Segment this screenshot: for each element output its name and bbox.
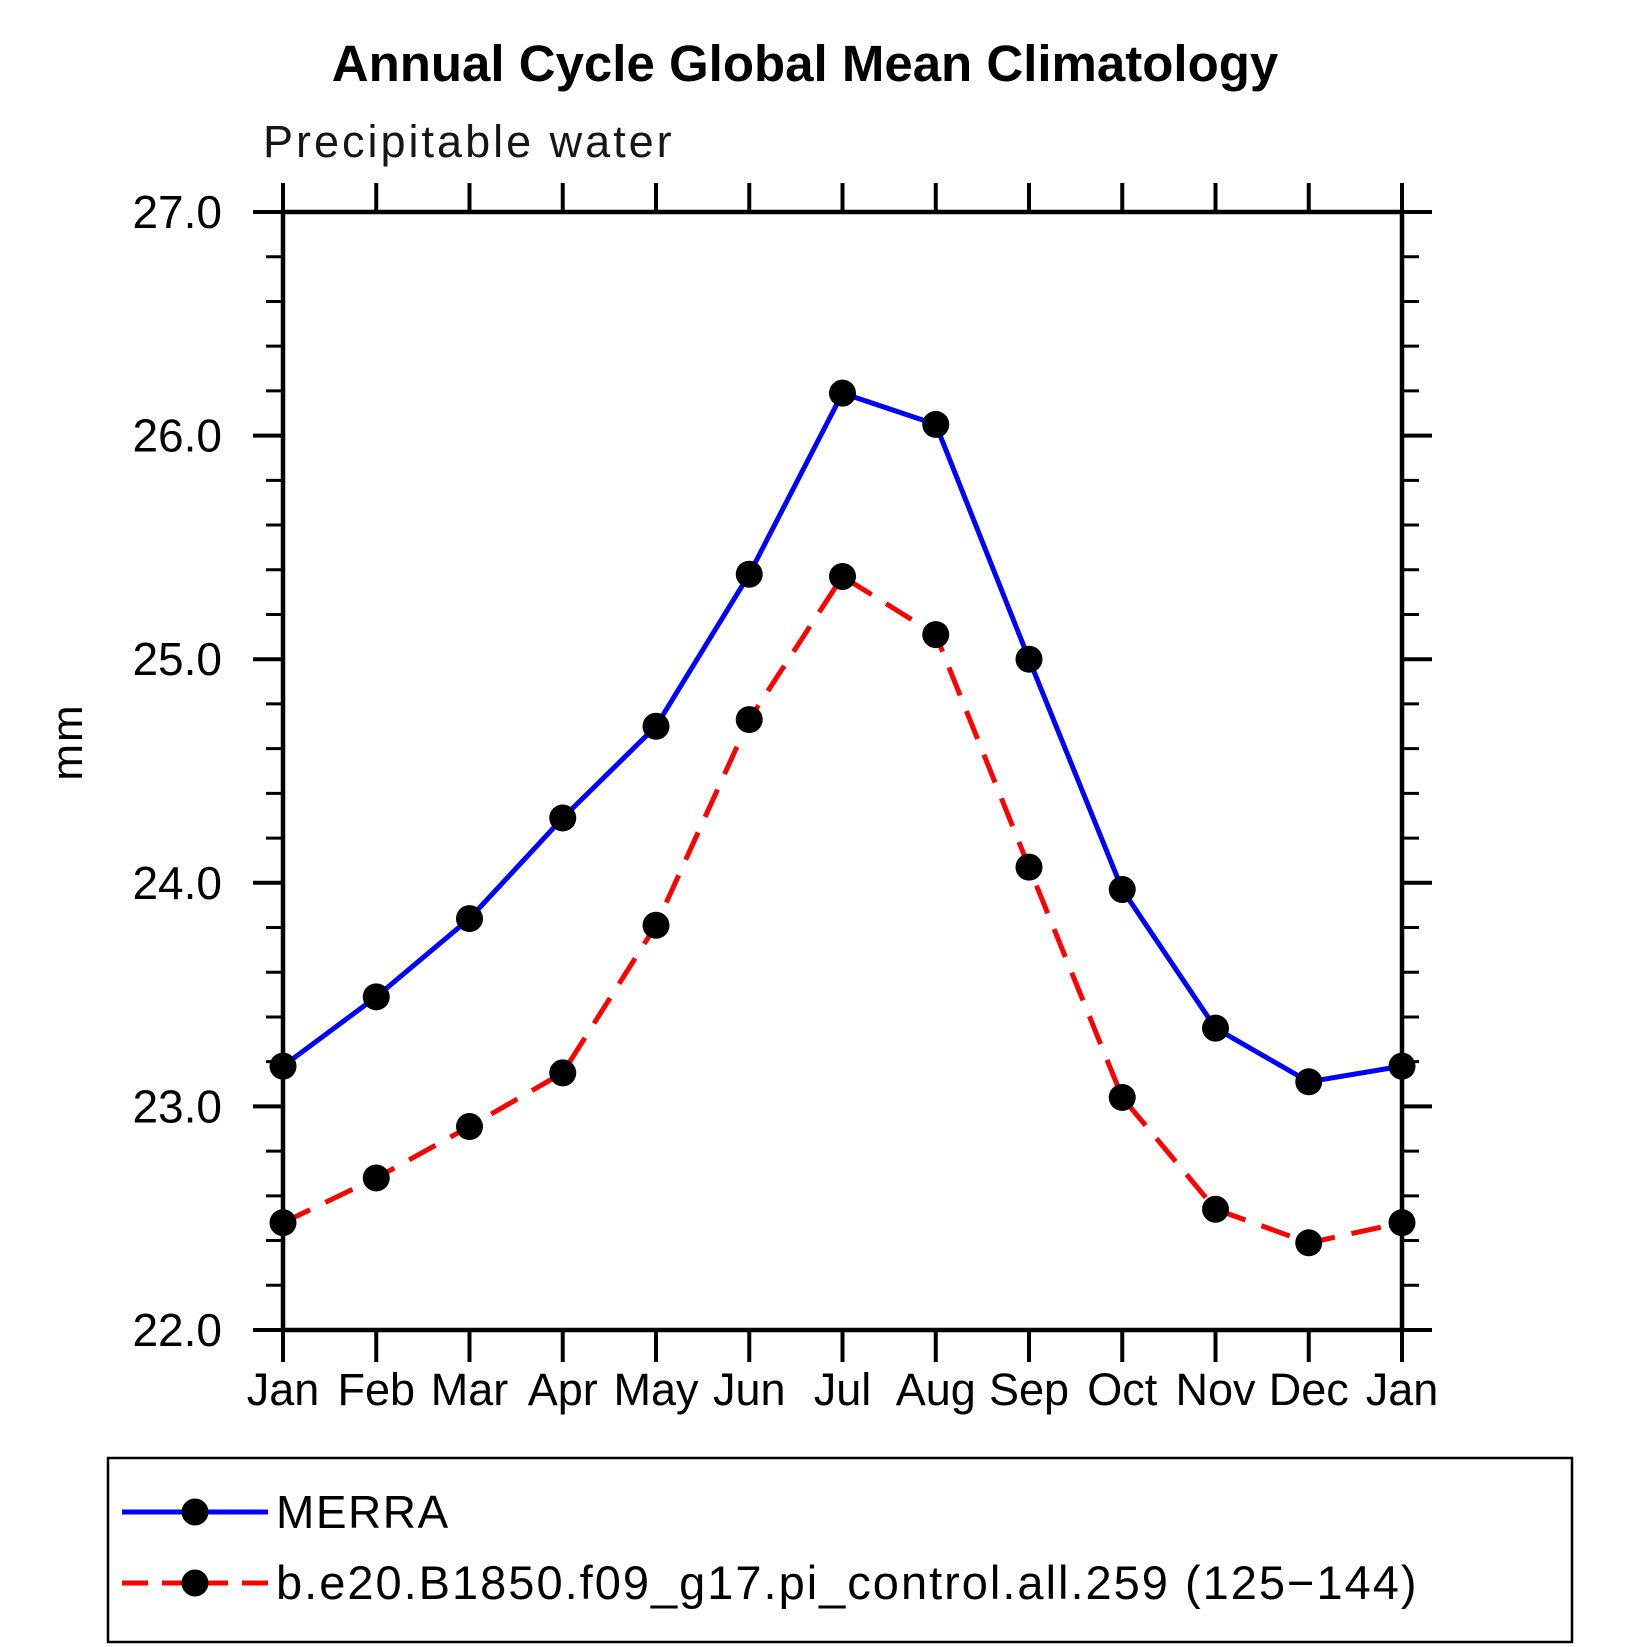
y-tick-label: 26.0	[132, 410, 222, 462]
x-tick-label: Jan	[1366, 1364, 1439, 1415]
data-point	[1108, 876, 1136, 904]
x-tick-label: Feb	[337, 1364, 415, 1415]
x-tick-label: Aug	[896, 1364, 976, 1415]
data-point	[1108, 1083, 1136, 1111]
data-point	[735, 706, 763, 734]
data-point	[1202, 1014, 1229, 1042]
legend-sample-marker	[181, 1569, 209, 1597]
chart-subtitle: Precipitable water	[263, 116, 675, 167]
data-point	[1388, 1209, 1416, 1237]
legend-label: b.e20.B1850.f09_g17.pi_control.all.259 (…	[276, 1556, 1419, 1609]
data-point	[362, 1164, 390, 1192]
data-point	[456, 1113, 483, 1141]
chart-title: Annual Cycle Global Mean Climatology	[331, 35, 1279, 92]
series-line-0	[281, 390, 1403, 1085]
x-tick-label: May	[613, 1364, 699, 1415]
legend-box	[106, 1456, 1574, 1644]
y-tick-label: 27.0	[132, 186, 222, 238]
data-point	[269, 1052, 297, 1080]
y-tick-label: 22.0	[132, 1304, 222, 1356]
data-point	[1015, 853, 1043, 881]
x-tick-label: Jul	[814, 1364, 872, 1415]
data-point	[1202, 1195, 1229, 1223]
y-axis-label: mm	[43, 703, 92, 780]
data-point	[642, 712, 670, 740]
data-point	[269, 1209, 297, 1237]
data-point	[549, 804, 577, 832]
data-point	[1295, 1068, 1323, 1096]
data-point	[362, 983, 390, 1011]
x-tick-label: Jun	[713, 1364, 786, 1415]
x-tick-label: Oct	[1087, 1364, 1158, 1415]
data-point	[1295, 1229, 1323, 1257]
data-point	[1015, 645, 1043, 673]
data-point	[922, 621, 950, 649]
data-point	[922, 410, 950, 438]
y-tick-label: 24.0	[132, 857, 222, 909]
x-tick-label: Nov	[1175, 1364, 1256, 1415]
series-line-1	[281, 573, 1403, 1246]
x-tick-label: Jan	[247, 1364, 320, 1415]
y-tick-label: 23.0	[132, 1080, 222, 1132]
legend-label: MERRA	[276, 1486, 450, 1538]
data-point	[829, 562, 856, 590]
x-tick-label: Apr	[528, 1364, 598, 1415]
y-tick-label: 25.0	[132, 633, 222, 685]
x-tick-label: Dec	[1269, 1364, 1349, 1415]
x-tick-label: Sep	[989, 1364, 1069, 1415]
data-point	[642, 911, 670, 939]
data-point	[735, 560, 763, 588]
x-tick-label: Mar	[431, 1364, 509, 1415]
data-point	[1388, 1052, 1416, 1080]
data-point	[549, 1059, 577, 1087]
data-point	[829, 379, 856, 407]
legend-sample-marker	[181, 1498, 209, 1526]
data-point	[456, 905, 483, 933]
